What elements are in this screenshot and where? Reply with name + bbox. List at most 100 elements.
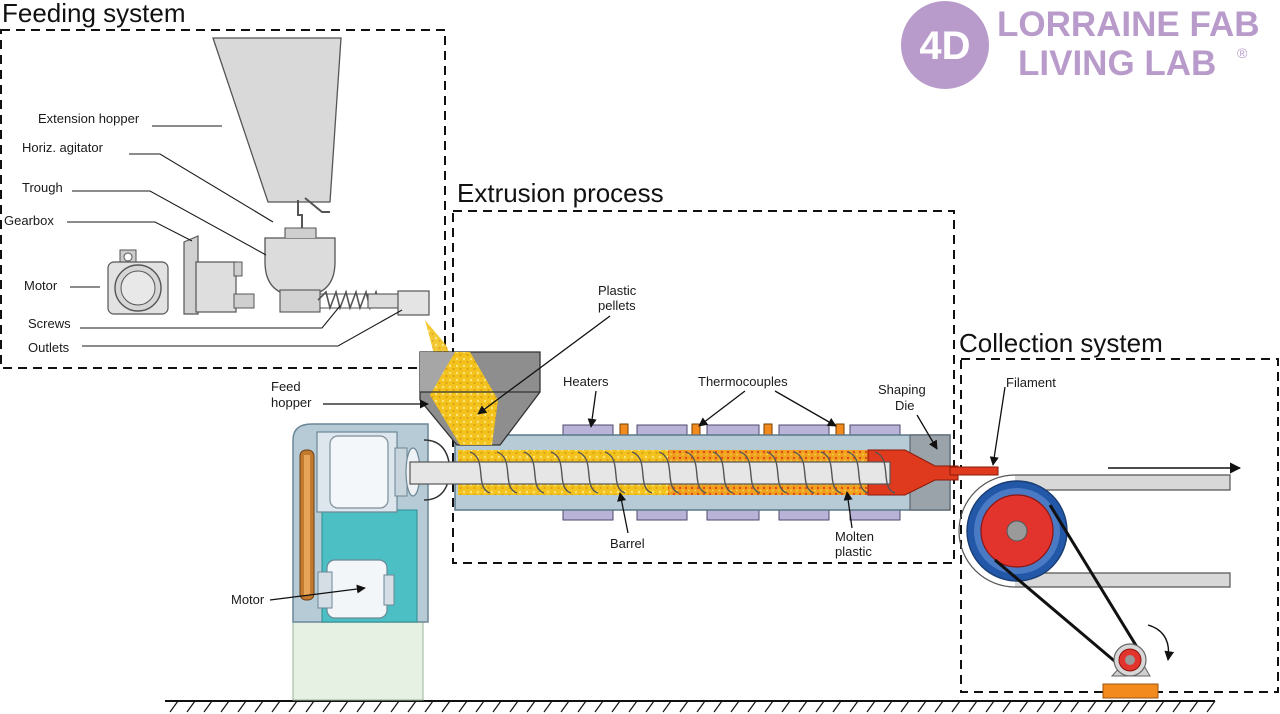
ground-line <box>165 700 1216 713</box>
ground-hatch <box>764 700 774 713</box>
screw-flight <box>847 451 869 494</box>
feeding-system-frame <box>0 29 446 369</box>
ground-hatch <box>543 700 553 713</box>
ground-hatch <box>220 700 230 713</box>
gearbox <box>183 235 199 315</box>
screw-flight <box>550 451 572 494</box>
ground-hatch <box>492 700 502 713</box>
ground-hatch <box>594 700 604 713</box>
ground-hatch <box>356 700 366 713</box>
barrel-assembly <box>409 423 999 521</box>
ground-hatch <box>696 700 706 713</box>
ground-hatch <box>1053 700 1063 713</box>
ground-hatch <box>900 700 910 713</box>
label-plastic-pellets-line1: Plastic <box>598 283 637 298</box>
ground-hatch <box>458 700 468 713</box>
screw-flight <box>604 451 626 494</box>
label-heaters: Heaters <box>563 374 609 389</box>
ground-hatch <box>611 700 621 713</box>
lorraine-fab-logo: 4D LORRAINE FAB LIVING LAB ® <box>901 1 1260 89</box>
screw-flight <box>658 451 680 494</box>
label-barrel: Barrel <box>610 536 645 551</box>
drive-belt <box>994 504 1142 666</box>
collection-spool <box>966 480 1068 582</box>
ground-hatch <box>441 700 451 713</box>
drive-housing <box>292 423 451 701</box>
extension-hopper <box>212 37 342 203</box>
label-molten-plastic-line2: plastic <box>835 544 872 559</box>
heater-band <box>849 424 901 436</box>
screw-flight <box>739 451 761 494</box>
label-trough: Trough <box>22 180 63 195</box>
logo-mark-icon <box>901 1 989 89</box>
horiz-agitator <box>297 197 330 232</box>
ground-hatch <box>186 700 196 713</box>
screw-flight <box>793 451 815 494</box>
heater-band <box>778 424 830 436</box>
ground-hatch <box>560 700 570 713</box>
ground-hatch <box>407 700 417 713</box>
ground-hatch <box>424 700 434 713</box>
label-feed-hopper-line1: Feed <box>271 379 301 394</box>
ground-hatch <box>934 700 944 713</box>
label-extension-hopper: Extension hopper <box>38 111 140 126</box>
screw-flight <box>820 451 842 494</box>
feeding-system-title: Feeding system <box>2 0 186 28</box>
ground-hatch <box>339 700 349 713</box>
screw-flight <box>874 451 896 494</box>
collection-system-title: Collection system <box>959 328 1163 358</box>
ground-hatch <box>1019 700 1029 713</box>
screw-flight <box>766 451 788 494</box>
extrusion-process-title: Extrusion process <box>457 178 664 208</box>
label-plastic-pellets: Plastic pellets <box>598 283 640 313</box>
ground-hatch <box>747 700 757 713</box>
screw-flights <box>469 451 896 494</box>
ground-hatch <box>730 700 740 713</box>
heater-band <box>562 424 614 436</box>
feeding-system-labels: Extension hopper Horiz. agitator Trough … <box>4 111 403 355</box>
label-filament: Filament <box>1006 375 1056 390</box>
logo-registered-mark: ® <box>1237 45 1248 61</box>
ground-hatch <box>322 700 332 713</box>
ground-hatch <box>968 700 978 713</box>
ground-hatch <box>237 700 247 713</box>
ground-hatch <box>475 700 485 713</box>
ground-hatch <box>1189 700 1199 713</box>
screw-flight <box>712 451 734 494</box>
feeder-motor <box>107 249 169 315</box>
label-shaping-die-line1: Shaping <box>878 382 926 397</box>
ground-hatch <box>390 700 400 713</box>
heater-band <box>636 509 688 521</box>
screw-shaft <box>409 461 891 485</box>
ground-hatch <box>577 700 587 713</box>
ground-hatch <box>1172 700 1182 713</box>
collection-system-frame <box>960 358 1279 693</box>
heater-band <box>706 424 760 436</box>
feeding-system-drawing <box>107 37 430 316</box>
ground-hatch <box>1087 700 1097 713</box>
label-feed-hopper-line2: hopper <box>271 395 312 410</box>
label-shaping-die-line2: Die <box>895 398 915 413</box>
logo-mark-text: 4D <box>919 24 970 68</box>
screw-flight <box>496 451 518 494</box>
feed-hopper <box>419 320 541 446</box>
ground-hatch <box>1206 700 1216 713</box>
logo-line-1: LORRAINE FAB <box>997 5 1260 44</box>
heater-band <box>562 509 614 521</box>
screw-flight <box>631 451 653 494</box>
ground-hatch <box>951 700 961 713</box>
outlet-nozzle <box>397 290 430 316</box>
screw-flight <box>523 451 545 494</box>
ground-hatch <box>713 700 723 713</box>
heater-band <box>706 509 760 521</box>
ground-hatch <box>781 700 791 713</box>
ground-hatch <box>271 700 281 713</box>
heater-band <box>849 509 901 521</box>
ground-hatch <box>1104 700 1114 713</box>
ground-hatch <box>917 700 927 713</box>
ground-hatch <box>305 700 315 713</box>
ground-hatch <box>645 700 655 713</box>
outlet-tube <box>367 293 401 309</box>
trough <box>264 237 336 297</box>
